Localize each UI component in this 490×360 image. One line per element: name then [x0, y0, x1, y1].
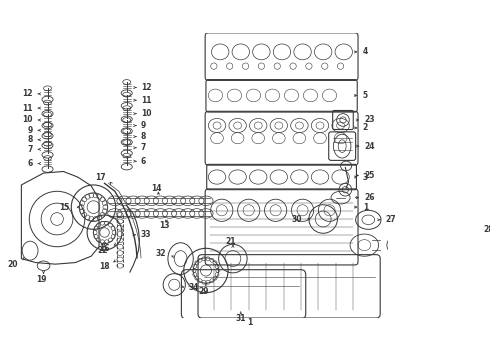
Text: 28: 28 — [484, 225, 490, 234]
Text: 34: 34 — [189, 283, 199, 292]
Text: 19: 19 — [36, 275, 47, 284]
Text: 21: 21 — [225, 238, 236, 247]
Text: 31: 31 — [236, 314, 246, 323]
Text: 11: 11 — [141, 96, 151, 105]
Text: 4: 4 — [363, 48, 368, 57]
Text: 11: 11 — [22, 104, 32, 113]
Text: 2: 2 — [363, 123, 368, 132]
Text: 18: 18 — [98, 262, 109, 271]
Text: 22: 22 — [97, 246, 107, 255]
Text: 10: 10 — [141, 109, 151, 118]
Text: 30: 30 — [291, 215, 302, 224]
Text: 8: 8 — [27, 135, 32, 144]
Text: 1: 1 — [363, 203, 368, 212]
Text: 25: 25 — [365, 171, 375, 180]
Text: 3: 3 — [363, 172, 368, 181]
Text: 12: 12 — [22, 89, 32, 98]
Text: 27: 27 — [386, 215, 396, 224]
Text: 8: 8 — [141, 132, 147, 141]
Text: 26: 26 — [365, 193, 375, 202]
Text: 5: 5 — [363, 91, 368, 100]
Text: 24: 24 — [365, 141, 375, 150]
Text: 16: 16 — [99, 244, 109, 253]
Text: 23: 23 — [365, 116, 375, 125]
Text: 9: 9 — [27, 126, 32, 135]
Text: 12: 12 — [141, 83, 151, 92]
Text: 13: 13 — [159, 221, 169, 230]
Text: 20: 20 — [8, 260, 18, 269]
Text: 17: 17 — [96, 172, 106, 181]
Text: 32: 32 — [156, 248, 166, 257]
Text: 7: 7 — [141, 143, 147, 152]
Text: 29: 29 — [198, 287, 209, 296]
Text: 7: 7 — [27, 145, 32, 154]
Text: 14: 14 — [151, 184, 161, 193]
Text: 33: 33 — [140, 230, 151, 239]
Text: 10: 10 — [22, 116, 32, 125]
Text: 9: 9 — [141, 121, 146, 130]
Text: 6: 6 — [141, 157, 146, 166]
Text: 15: 15 — [59, 203, 70, 212]
Text: 6: 6 — [27, 159, 32, 168]
Text: 1: 1 — [247, 318, 252, 327]
